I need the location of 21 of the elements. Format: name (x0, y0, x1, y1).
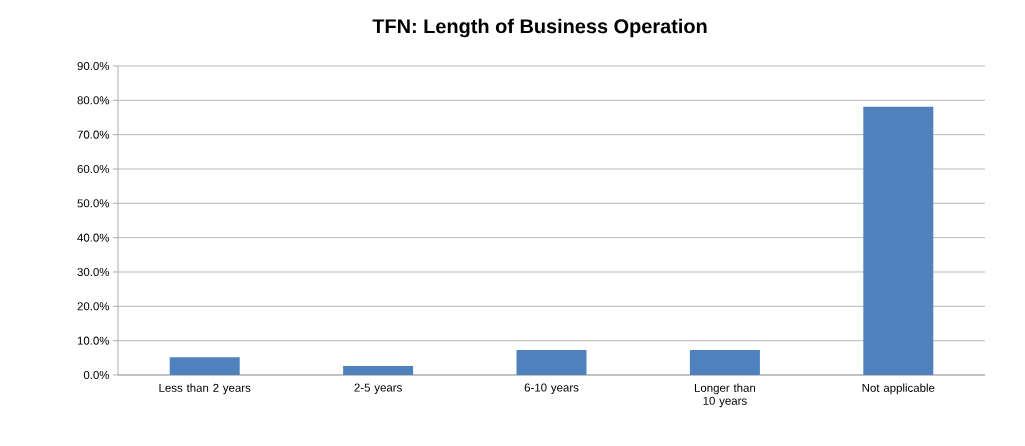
bar (863, 106, 934, 375)
y-tick-label: 40.0% (77, 233, 110, 242)
bar (169, 357, 240, 375)
x-tick-label: 6-10 years (524, 383, 579, 394)
y-tick-label: 10.0% (77, 336, 110, 345)
y-tick-label: 70.0% (77, 130, 110, 139)
chart-title: TFN: Length of Business Operation (372, 18, 707, 38)
x-tick-label: 2-5 years (354, 383, 402, 394)
x-tick-label: Less than 2 years (159, 383, 251, 395)
y-tick-label: 50.0% (77, 199, 110, 208)
x-tick-label: Longer than 10 years (694, 383, 756, 408)
y-tick-label: 90.0% (77, 61, 110, 71)
y-tick-label: 0.0% (83, 370, 110, 380)
y-tick-label: 20.0% (77, 302, 110, 311)
y-tick-label: 80.0% (77, 96, 110, 105)
bar (343, 366, 414, 375)
bar (516, 349, 587, 375)
y-tick-label: 60.0% (77, 164, 110, 174)
y-tick-label: 30.0% (77, 267, 110, 277)
x-tick-label: Not applicable (862, 383, 935, 395)
bar (689, 349, 760, 375)
